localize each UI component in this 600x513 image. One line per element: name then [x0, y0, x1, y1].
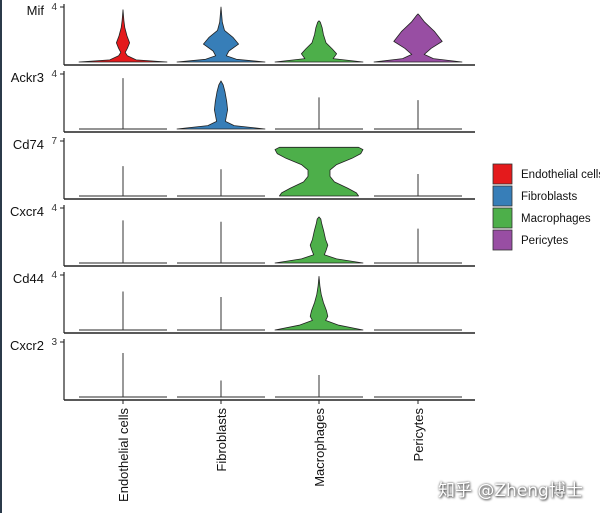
window-edge [0, 0, 2, 513]
violin-macrophages [274, 20, 364, 63]
x-tick-label: Pericytes [411, 408, 426, 462]
violin-macrophages [274, 276, 364, 331]
y-tick-label: 4 [51, 203, 57, 214]
y-tick-label: 4 [51, 270, 57, 281]
legend-label: Fibroblasts [521, 191, 577, 203]
x-tick-label: Fibroblasts [214, 408, 229, 472]
violin-pericytes [373, 13, 463, 63]
legend-swatch [492, 207, 513, 229]
legend-swatch [492, 163, 513, 185]
panel-cd74: 7 Cd74 [13, 136, 475, 200]
legend-swatch [492, 185, 513, 207]
violin-fibroblasts [176, 80, 266, 130]
y-tick-label: 7 [51, 136, 57, 147]
gene-label: Cxcr4 [10, 204, 44, 219]
gene-label: Mif [27, 3, 45, 18]
legend-label: Endothelial cells [521, 169, 600, 181]
violin-macrophages [274, 146, 364, 197]
x-tick-label: Endothelial cells [116, 408, 131, 502]
violin-macrophages [274, 216, 364, 264]
legend-label: Pericytes [521, 235, 569, 247]
y-tick-label: 4 [51, 2, 57, 13]
gene-label: Cd44 [13, 271, 44, 286]
panel-ackr3: 4 Ackr3 [11, 69, 475, 133]
panel-cxcr4: 4 Cxcr4 [10, 203, 475, 267]
violin-endothelial-cells [78, 9, 168, 63]
y-tick-label: 4 [51, 69, 57, 80]
x-tick-label: Macrophages [312, 408, 327, 487]
gene-label: Ackr3 [11, 70, 44, 85]
y-tick-label: 3 [51, 337, 57, 348]
watermark: 知乎 @Zheng博士 [438, 481, 583, 501]
legend: Endothelial cells Fibroblasts Macrophages P… [492, 163, 600, 251]
legend-label: Macrophages [521, 213, 591, 225]
panel-cd44: 4 Cd44 [13, 270, 475, 334]
legend-swatch [492, 229, 513, 251]
panel-mif: 4 Mif [27, 2, 475, 66]
panel-cxcr2: 3 Cxcr2 [10, 337, 475, 401]
gene-label: Cxcr2 [10, 338, 44, 353]
gene-label: Cd74 [13, 137, 44, 152]
violin-fibroblasts [176, 6, 266, 63]
